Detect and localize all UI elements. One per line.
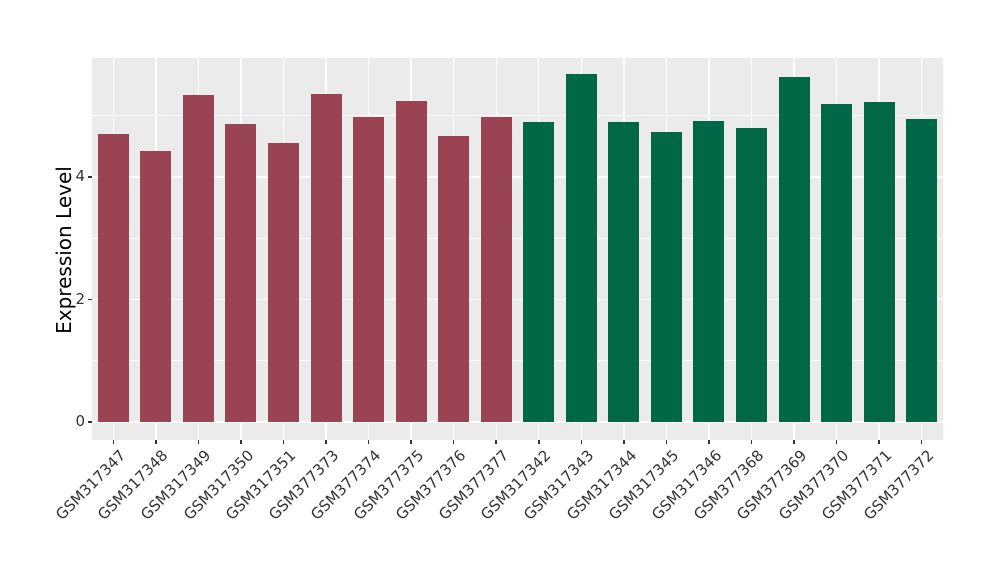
x-tick-GSM377373 <box>325 440 327 444</box>
x-tick-GSM377368 <box>750 440 753 444</box>
bar-GSM317343 <box>565 74 597 422</box>
bar-GSM317347 <box>97 134 129 422</box>
x-tick-GSM317348 <box>155 440 157 444</box>
y-tick-2 <box>88 298 92 301</box>
x-tick-GSM377377 <box>495 440 497 444</box>
bar-GSM317344 <box>608 121 640 422</box>
bar-GSM377377 <box>480 116 512 422</box>
y-tick-label-4: 4 <box>75 167 85 185</box>
bar-GSM377376 <box>438 135 470 422</box>
x-tick-GSM317351 <box>282 440 285 444</box>
bar-GSM377371 <box>863 101 895 422</box>
bar-GSM377370 <box>821 104 853 422</box>
bar-GSM317342 <box>523 121 555 422</box>
bar-GSM377374 <box>353 116 385 422</box>
x-tick-GSM317344 <box>623 440 625 444</box>
x-tick-GSM317345 <box>665 440 668 444</box>
x-tick-GSM377371 <box>878 440 880 444</box>
y-tick-4 <box>88 176 92 178</box>
x-tick-GSM317349 <box>197 440 200 444</box>
bar-GSM377372 <box>906 119 938 422</box>
plot-panel <box>92 58 943 440</box>
bar-GSM317348 <box>140 150 172 422</box>
gridline-major-y4 <box>92 176 943 178</box>
bar-GSM377373 <box>310 93 342 422</box>
x-tick-GSM377375 <box>410 440 412 444</box>
y-tick-0 <box>88 421 92 423</box>
x-tick-GSM317347 <box>112 440 115 444</box>
bar-GSM317349 <box>182 94 214 422</box>
gridline-major-y2 <box>92 298 943 301</box>
gridline-minor-y5 <box>92 115 943 117</box>
gridline-minor-y1 <box>92 360 943 362</box>
bar-GSM317345 <box>650 131 682 422</box>
x-tick-GSM317350 <box>240 440 242 444</box>
x-tick-GSM377374 <box>367 440 370 444</box>
x-tick-GSM317346 <box>708 440 710 444</box>
gridline-major-y0 <box>92 421 943 423</box>
gridline-minor-y3 <box>92 237 943 239</box>
x-tick-GSM317342 <box>538 440 540 444</box>
y-tick-label-2: 2 <box>75 289 85 308</box>
bar-GSM377368 <box>736 128 768 422</box>
bar-GSM317346 <box>693 121 725 422</box>
bar-GSM377375 <box>395 101 427 422</box>
y-axis-title: Expression Level <box>52 166 76 334</box>
bar-GSM377369 <box>778 77 810 422</box>
x-tick-GSM377369 <box>793 440 795 444</box>
bar-GSM317351 <box>267 142 299 422</box>
x-tick-GSM377372 <box>920 440 923 444</box>
bar-GSM317350 <box>225 124 257 422</box>
x-tick-GSM377376 <box>452 440 455 444</box>
x-tick-GSM317343 <box>580 440 583 444</box>
y-tick-label-0: 0 <box>75 412 85 430</box>
x-tick-GSM377370 <box>835 440 838 444</box>
